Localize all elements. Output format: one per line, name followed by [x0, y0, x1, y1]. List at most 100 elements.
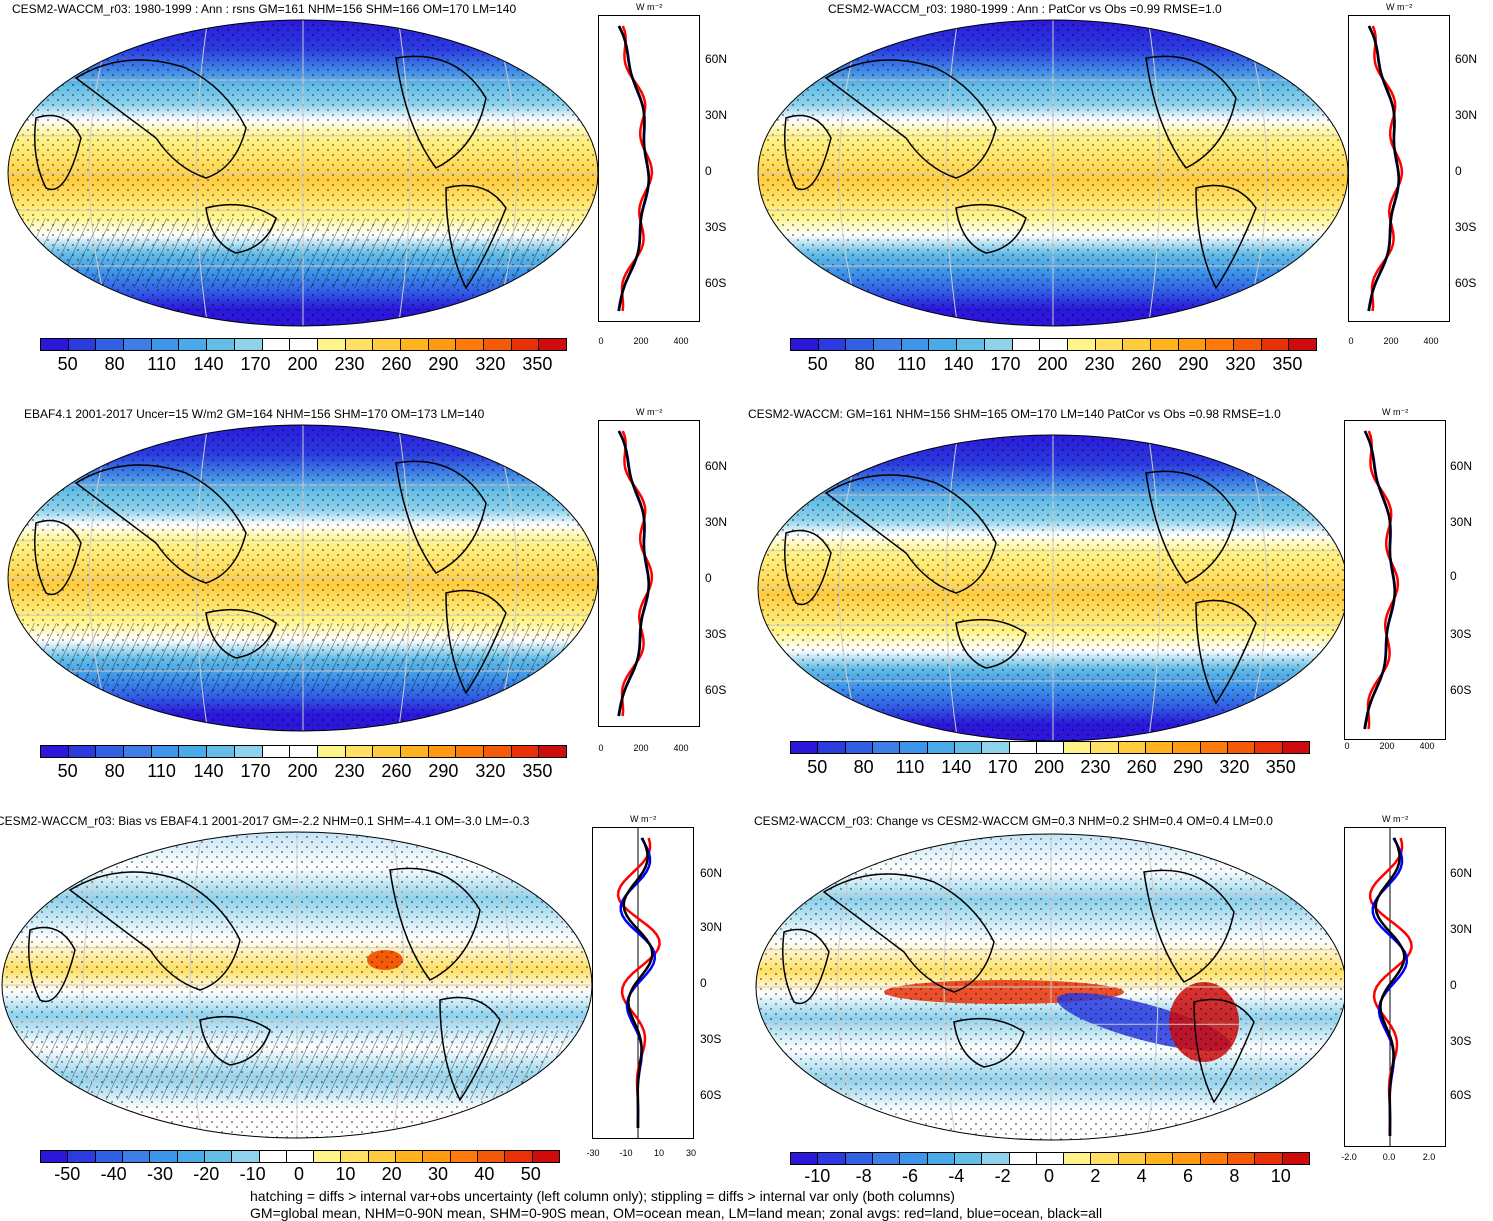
colorbar-swatch: [1178, 339, 1207, 350]
robinson-map: [757, 434, 1349, 742]
colorbar-tick-label: 320: [475, 354, 506, 374]
zonal-x-tick: -10: [619, 1148, 633, 1158]
colorbar-swatch: [1036, 742, 1065, 753]
zonal-x-tick: 30: [685, 1148, 697, 1158]
lat-label-30n: 30N: [705, 515, 728, 529]
colorbar-tick-label: -4: [948, 1166, 965, 1186]
colorbar-swatch: [1118, 1153, 1147, 1164]
zonal-x-tick: 400: [1419, 741, 1435, 751]
zonal-average-plot: [1344, 827, 1446, 1147]
colorbar-tick-label: 80: [853, 757, 874, 777]
colorbar-tick-label: 140: [193, 761, 224, 781]
colorbar-swatch: [368, 1151, 397, 1162]
colorbar-swatch: [872, 742, 901, 753]
colorbar-swatch: [484, 746, 512, 757]
colorbar-tick-label: 350: [1272, 354, 1303, 374]
colorbar-tick-label: 110: [147, 354, 176, 374]
panel-title: CESM2-WACCM_r03: Change vs CESM2-WACCM G…: [754, 814, 1273, 828]
colorbar-swatch: [484, 339, 512, 350]
colorbar-swatch: [982, 1153, 1010, 1164]
colorbar: [790, 338, 1317, 351]
colorbar-tick-label: 80: [104, 761, 125, 781]
colorbar-swatch: [290, 746, 318, 757]
lat-label-30s: 30S: [1450, 1034, 1472, 1048]
colorbar-swatch: [791, 1153, 819, 1164]
zonal-x-tick: 200: [633, 336, 649, 346]
colorbar-swatch: [345, 339, 374, 350]
colorbar-swatch: [505, 1151, 533, 1162]
colorbar-swatch: [41, 746, 69, 757]
colorbar-tick-label: 50: [57, 761, 78, 781]
colorbar-swatch: [1064, 742, 1092, 753]
colorbar-tick-label: 260: [381, 761, 412, 781]
panel-title: CESM2-WACCM_r03: 1980-1999 : Ann : PatCo…: [828, 2, 1222, 16]
colorbar-swatch: [1173, 1153, 1201, 1164]
colorbar-tick-label: 170: [987, 757, 1018, 777]
colorbar-tick-label: 0: [1043, 1166, 1055, 1186]
colorbar-swatch: [396, 1151, 424, 1162]
colorbar-tick-label: -40: [100, 1164, 127, 1184]
colorbar-swatch: [95, 1151, 123, 1162]
colorbar-tick-label: 140: [943, 354, 974, 374]
colorbar-swatch: [151, 339, 180, 350]
colorbar-tick-label: -50: [54, 1164, 81, 1184]
colorbar-swatch: [41, 339, 69, 350]
colorbar-swatch: [1282, 1153, 1309, 1164]
colorbar-swatch: [478, 1151, 506, 1162]
zonal-x-tick: 2.0: [1422, 1152, 1436, 1162]
colorbar-tick-label: 50: [807, 354, 828, 374]
colorbar-swatch: [207, 746, 235, 757]
colorbar-tick-label: 350: [1265, 757, 1296, 777]
colorbar-tick-label: 8: [1229, 1166, 1240, 1186]
lat-label-30s: 30S: [1455, 220, 1477, 234]
zonal-x-tick: -30: [586, 1148, 600, 1158]
lat-label-60s: 60S: [700, 1088, 722, 1102]
colorbar-swatch: [954, 1153, 983, 1164]
colorbar-tick-label: -6: [901, 1166, 918, 1186]
panel-observations: EBAF4.1 2001-2017 Uncer=15 W/m2 GM=164 N…: [0, 405, 740, 795]
colorbar-tick-label: 290: [1173, 757, 1204, 777]
colorbar-swatch: [232, 1151, 260, 1162]
lat-label-30n: 30N: [1455, 108, 1478, 122]
colorbar-tick-label: 10: [1270, 1166, 1291, 1186]
lat-label-60s: 60S: [1450, 683, 1472, 697]
colorbar-tick-label: -10: [239, 1164, 266, 1184]
colorbar-swatch: [511, 746, 540, 757]
colorbar-swatch: [41, 1151, 69, 1162]
colorbar-swatch: [450, 1151, 478, 1162]
colorbar-swatch: [1173, 742, 1201, 753]
lat-label-60n: 60N: [705, 459, 728, 473]
colorbar-tick-label: 0: [293, 1164, 305, 1184]
colorbar-tick-label: 200: [1037, 354, 1068, 374]
colorbar-swatch: [179, 746, 208, 757]
zonal-average-plot: [1344, 420, 1446, 740]
lat-label-60n: 60N: [1450, 866, 1473, 880]
colorbar-swatch: [179, 339, 208, 350]
panel-mean-model: CESM2-WACCM_r03: 1980-1999 : Ann : rsns …: [0, 0, 740, 390]
zonal-unit-label: W m⁻²: [630, 814, 657, 824]
colorbar-tick-label: 350: [522, 761, 553, 781]
colorbar-tick-label: 200: [1033, 757, 1065, 777]
colorbar-swatch: [1200, 742, 1228, 753]
lat-label-eq: 0: [1455, 164, 1462, 178]
lat-label-30s: 30S: [705, 220, 727, 234]
robinson-map: [757, 19, 1349, 327]
colorbar-tick-label: 20: [381, 1164, 402, 1184]
lat-label-30n: 30N: [705, 108, 728, 122]
colorbar-swatch: [286, 1151, 315, 1162]
lat-label-30n: 30N: [1450, 515, 1473, 529]
colorbar-tick-label: -10: [804, 1166, 831, 1186]
panel-mean-model-patcor: CESM2-WACCM_r03: 1980-1999 : Ann : PatCo…: [750, 0, 1493, 390]
colorbar-tick-label: 110: [895, 757, 925, 777]
colorbar-swatch: [818, 742, 846, 753]
zonal-x-tick: 10: [653, 1148, 665, 1158]
lat-label-30s: 30S: [705, 627, 727, 641]
colorbar-tick-label: 230: [334, 761, 365, 781]
zonal-average-plot: [598, 15, 700, 322]
colorbar-swatch: [68, 339, 97, 350]
colorbar-swatch: [818, 339, 847, 350]
colorbar-swatch: [1036, 1153, 1065, 1164]
colorbar-tick-label: -20: [193, 1164, 220, 1184]
robinson-map: [1, 831, 593, 1139]
panel-title: CESM2-WACCM_r03: Bias vs EBAF4.1 2001-20…: [0, 814, 530, 828]
